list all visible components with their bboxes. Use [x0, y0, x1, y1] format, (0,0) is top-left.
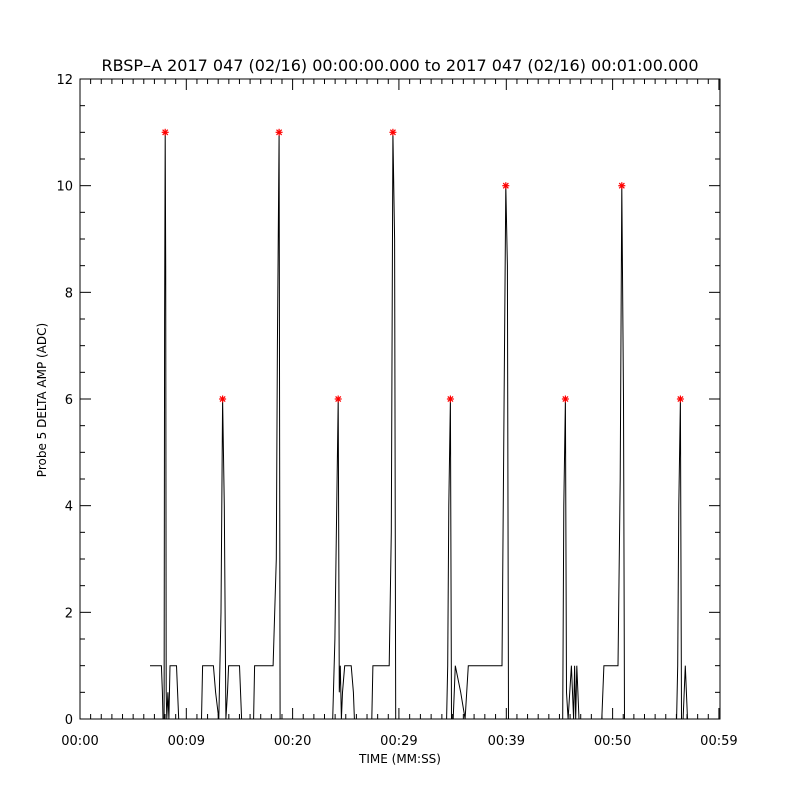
x-tick-label: 00:29 — [380, 734, 417, 749]
peak-marker-stroke — [162, 129, 169, 136]
x-tick-label: 00:00 — [61, 734, 98, 749]
peak-marker-9 — [676, 395, 684, 403]
x-tick-label: 00:09 — [168, 734, 205, 749]
y-tick-label: 6 — [65, 393, 73, 408]
y-tick-label: 12 — [56, 73, 73, 88]
peak-marker-stroke — [276, 129, 283, 136]
chart-title: RBSP–A 2017 047 (02/16) 00:00:00.000 to … — [101, 56, 698, 75]
peak-marker-5 — [446, 395, 454, 403]
y-tick-label: 8 — [65, 286, 73, 301]
peak-marker-8 — [618, 182, 626, 190]
peak-marker-1 — [219, 395, 227, 403]
peak-marker-stroke — [219, 395, 226, 403]
y-axis-label: Probe 5 DELTA AMP (ADC) — [35, 323, 49, 477]
peak-marker-stroke — [335, 395, 342, 403]
peak-marker-2 — [275, 128, 283, 136]
y-tick-label: 0 — [65, 713, 73, 728]
y-tick-label: 4 — [65, 500, 73, 515]
x-tick-label: 00:59 — [700, 734, 737, 749]
y-tick-label: 10 — [56, 180, 73, 195]
peak-marker-stroke — [389, 129, 396, 136]
x-tick-label: 00:39 — [488, 734, 525, 749]
peak-marker-stroke — [447, 395, 454, 403]
peak-marker-3 — [334, 395, 342, 403]
peak-marker-stroke — [502, 182, 509, 189]
peak-marker-4 — [389, 128, 397, 136]
peak-marker-stroke — [618, 182, 625, 189]
peak-marker-7 — [561, 395, 569, 403]
peak-marker-stroke — [562, 395, 569, 403]
x-axis-label: TIME (MM:SS) — [358, 752, 441, 766]
series-line-0 — [150, 132, 721, 720]
axes-layer: 0 2 4 6 8 10 12 00:00 00:09 00:20 00:29 00:39 00:50 0… — [56, 73, 737, 749]
peak-marker-6 — [502, 182, 510, 190]
peak-marker-0 — [161, 128, 169, 136]
y-tick-label: 2 — [65, 606, 73, 621]
x-tick-label: 00:20 — [274, 734, 311, 749]
series-layer — [150, 128, 721, 720]
peak-marker-stroke — [677, 395, 684, 403]
x-tick-label: 00:50 — [594, 734, 631, 749]
